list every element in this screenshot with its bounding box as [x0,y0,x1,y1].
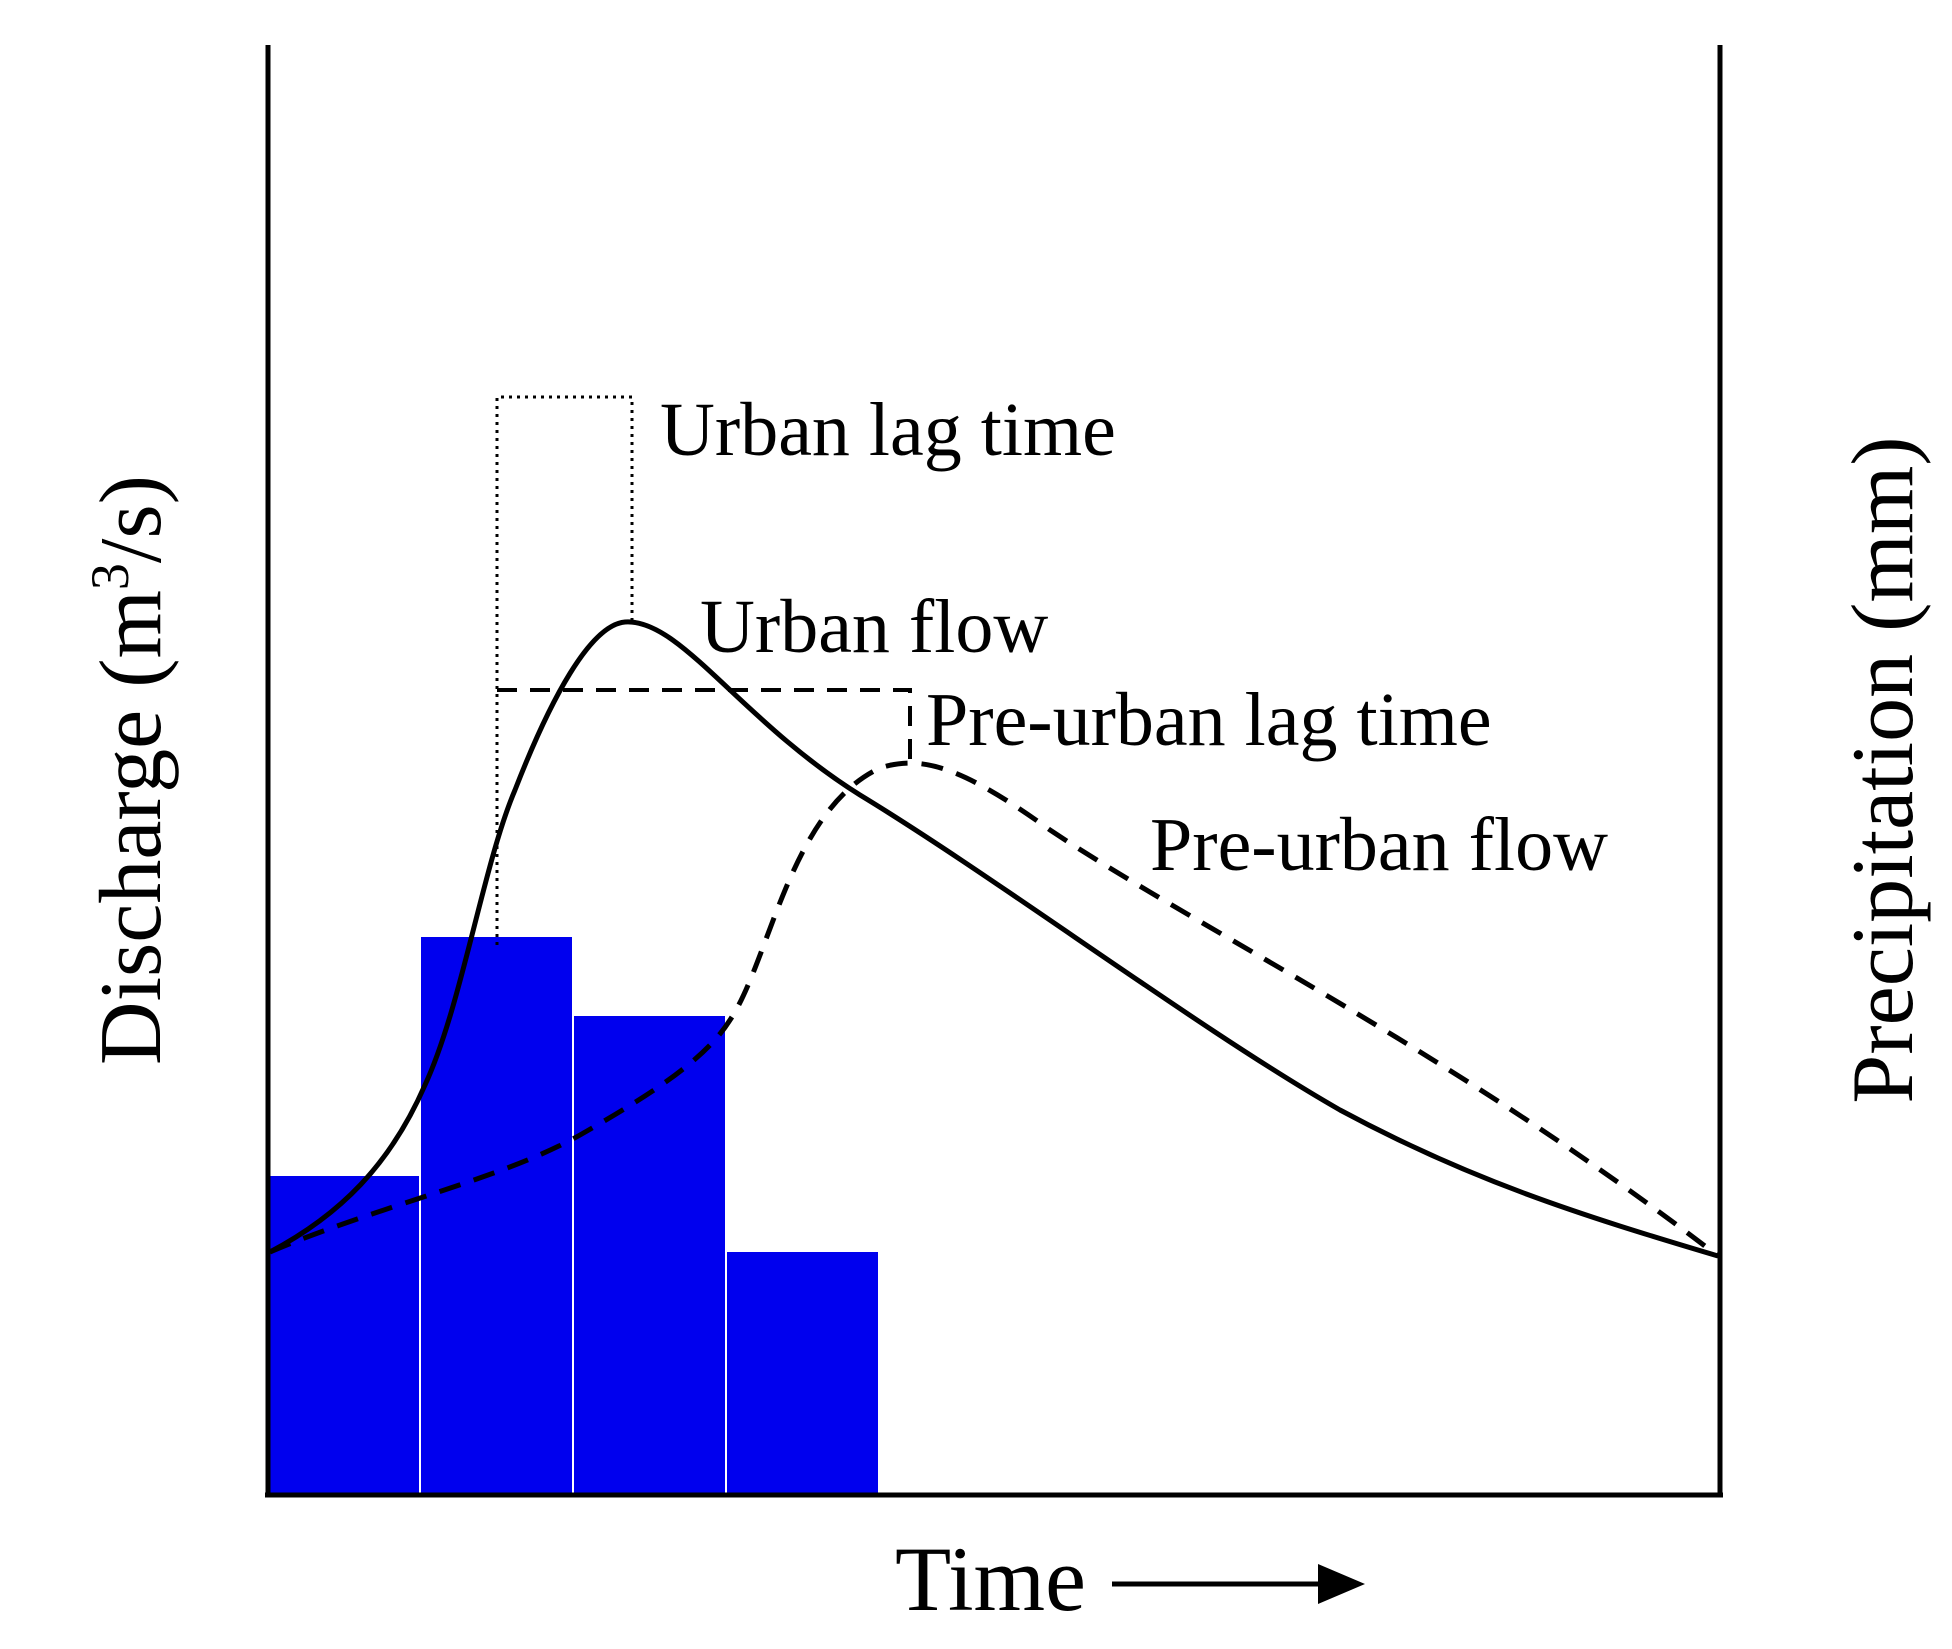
y-axis-left-label-tail: /s) [83,475,180,563]
pre-urban-lag-time-bracket [497,688,912,765]
y-axis-right-label: Precipitation (mm) [1835,436,1932,1103]
y-axis-left-label: Discharge (m3/s) [80,475,180,1065]
y-axis-left-label-main: Discharge (m [83,590,180,1065]
time-arrow-icon [1112,1564,1365,1604]
precipitation-bar-3 [574,1016,725,1494]
pre-urban-flow-curve [269,760,1720,1258]
pre-urban-lag-time-label: Pre-urban lag time [926,678,1492,762]
precipitation-bars [268,937,878,1494]
precipitation-bar-4 [727,1252,878,1494]
urban-lag-time-label: Urban lag time [660,388,1116,472]
urban-flow-label: Urban flow [700,585,1048,669]
precipitation-bar-1 [268,1176,419,1494]
precipitation-bar-2 [421,937,572,1494]
pre-urban-flow-label: Pre-urban flow [1150,803,1608,887]
x-axis-label: Time [895,1528,1086,1630]
urban-flow-curve [268,619,1719,1259]
urban-lag-time-bracket [495,395,634,945]
axes [265,45,1723,1498]
y-axis-left-label-superscript: 3 [80,563,140,590]
